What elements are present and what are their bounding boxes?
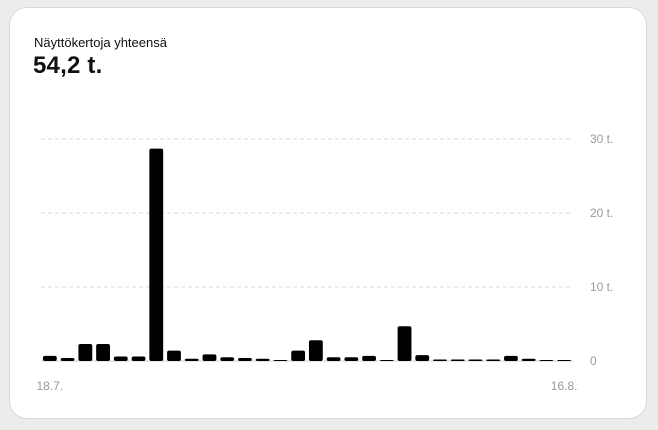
chart-bar[interactable]	[486, 359, 501, 361]
chart-bar[interactable]	[96, 343, 110, 361]
x-tick-label: 16.8.	[551, 379, 578, 393]
chart-bar[interactable]	[113, 356, 128, 361]
chart-bar[interactable]	[521, 358, 536, 361]
chart-bar[interactable]	[362, 355, 376, 361]
chart-bar[interactable]	[450, 359, 465, 361]
chart-bar[interactable]	[220, 357, 235, 361]
chart-bar[interactable]	[308, 340, 323, 361]
chart-bar[interactable]	[326, 357, 341, 361]
chart-bar[interactable]	[344, 357, 359, 361]
metric-label: Näyttökertoja yhteensä	[34, 35, 167, 50]
metric-total: 54,2 t.	[33, 52, 103, 79]
chart-bar[interactable]	[202, 354, 217, 361]
chart-bar[interactable]	[255, 358, 270, 361]
y-tick-label: 30 t.	[590, 132, 613, 146]
chart-bar[interactable]	[415, 355, 430, 361]
chart-bar[interactable]	[60, 358, 75, 361]
chart-bar[interactable]	[557, 360, 572, 361]
chart-bar[interactable]	[184, 358, 199, 361]
chart-bar[interactable]	[273, 360, 288, 361]
chart-bar[interactable]	[131, 356, 146, 361]
chart-bar[interactable]	[468, 359, 483, 361]
chart-bar[interactable]	[167, 350, 181, 361]
y-tick-label: 10 t.	[590, 280, 613, 294]
chart-bar[interactable]	[149, 148, 164, 361]
y-tick-label: 20 t.	[590, 206, 613, 220]
chart-bar[interactable]	[539, 360, 554, 361]
chart-bar[interactable]	[433, 359, 447, 361]
y-tick-label: 0	[590, 354, 597, 368]
chart-bar[interactable]	[78, 343, 93, 361]
chart-bar[interactable]	[238, 358, 252, 361]
x-tick-label: 18.7.	[37, 379, 64, 393]
chart-bar[interactable]	[42, 355, 57, 361]
chart-bar[interactable]	[397, 326, 412, 361]
chart-bar[interactable]	[291, 350, 306, 361]
chart-bar[interactable]	[379, 360, 394, 361]
chart-bar[interactable]	[504, 355, 518, 361]
